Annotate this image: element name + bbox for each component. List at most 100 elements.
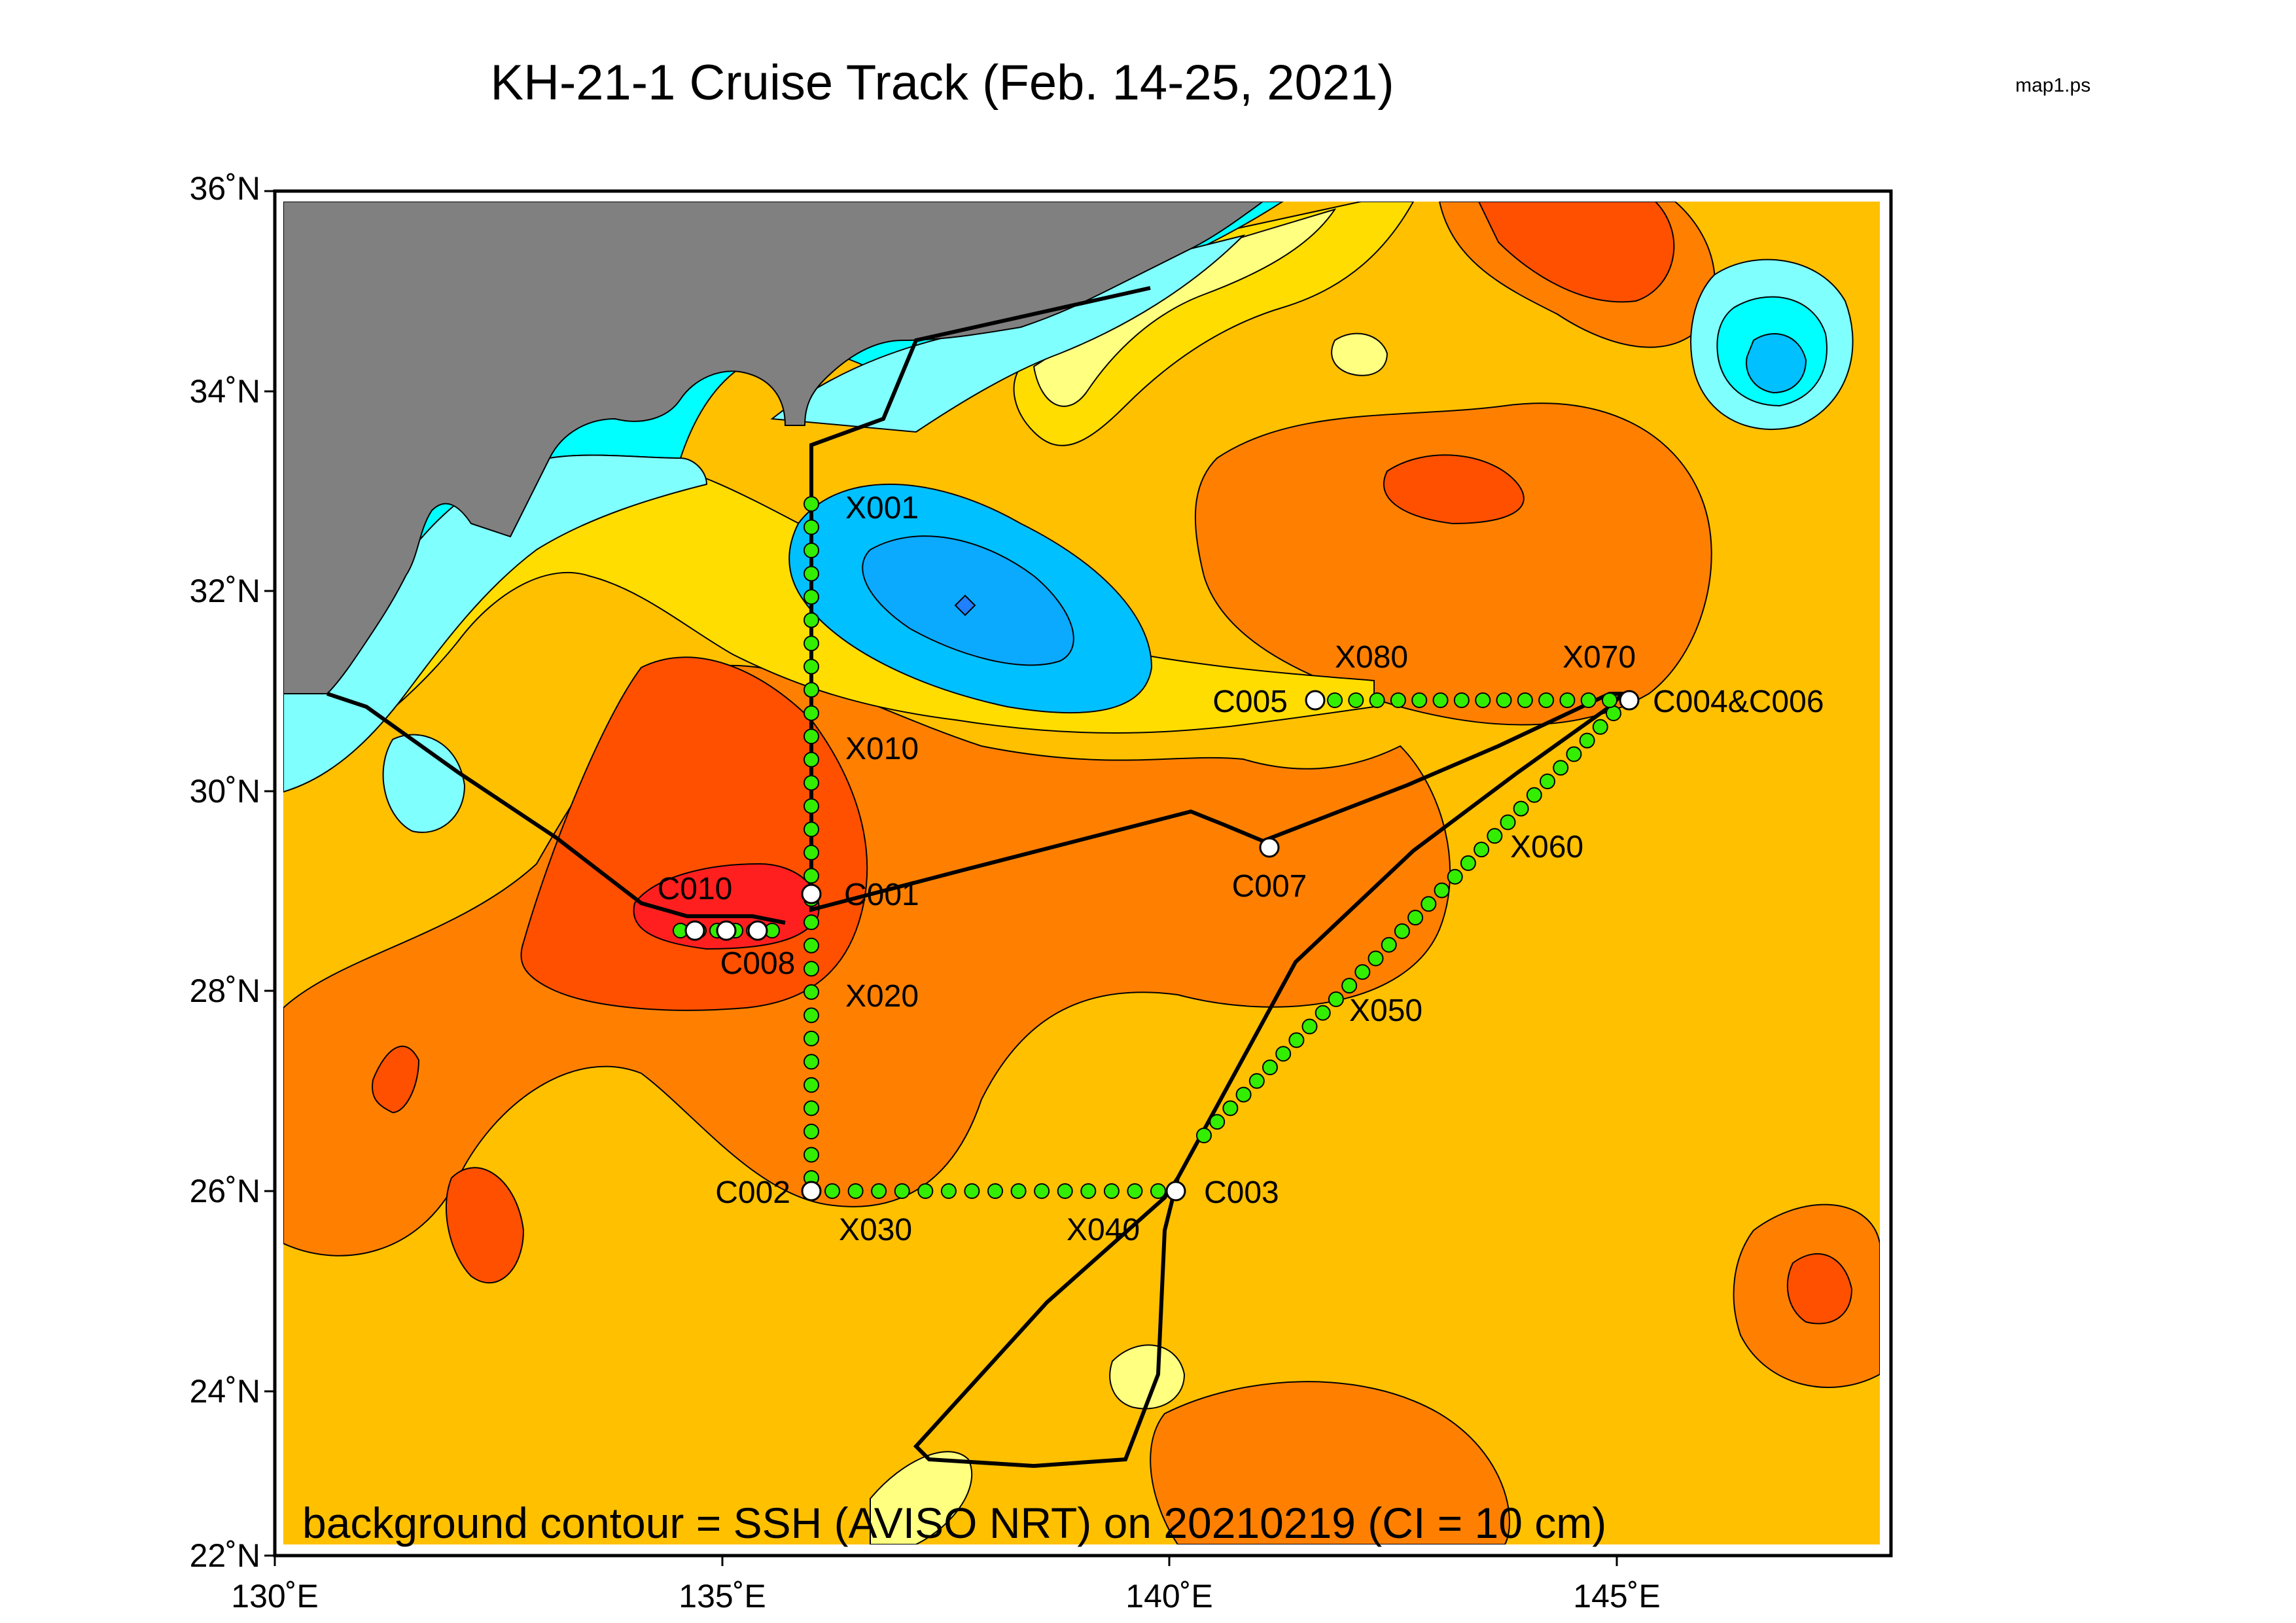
xctd-marker-diag-28	[1553, 760, 1569, 776]
xctd-marker-diag-23	[1487, 828, 1503, 844]
xctd-marker-e-12	[1559, 692, 1576, 708]
ctd-marker-c005	[1305, 690, 1326, 711]
xctd-marker-e-2	[1348, 692, 1364, 708]
xctd-marker-ns-8	[804, 658, 819, 675]
xctd-marker-diag-4	[1235, 1086, 1252, 1103]
xctd-marker-diag-3	[1222, 1100, 1239, 1116]
ssh-cold-eddy-center	[954, 594, 976, 616]
xctd-marker-ns-1	[804, 496, 819, 512]
label-x050: X050	[1349, 993, 1422, 1028]
xctd-marker-ns-16	[804, 844, 819, 861]
ssh-light-yellow-south	[1109, 1344, 1186, 1410]
ctd-marker-c008-b	[716, 920, 737, 941]
xctd-marker-diag-19	[1434, 882, 1450, 899]
map-frame	[273, 189, 1893, 1558]
xctd-marker-ns-27	[804, 1100, 819, 1116]
lat-label-34n: 34˚N	[190, 373, 260, 410]
xctd-marker-ns-4	[804, 565, 819, 582]
lat-label-24n: 24˚N	[190, 1373, 260, 1410]
xctd-marker-ns-7	[804, 635, 819, 652]
latitude-labels: 36˚N 34˚N 32˚N 30˚N 28˚N 26˚N 24˚N 22˚N	[190, 170, 260, 1574]
xctd-marker-diag-8	[1288, 1032, 1305, 1048]
ssh-light-yellow-sw	[870, 1451, 973, 1544]
file-label: map1.ps	[2015, 75, 2091, 96]
ssh-orange-south	[1150, 1381, 1510, 1544]
xctd-marker-s-6	[940, 1183, 957, 1199]
xctd-marker-diag-31	[1592, 719, 1608, 735]
xctd-marker-ns-19	[804, 914, 819, 931]
xctd-marker-ns-24	[804, 1030, 819, 1046]
xctd-marker-e-7	[1453, 692, 1470, 708]
station-labels: X001 X010 X020 X030 X040 X050 X060 X070 …	[658, 491, 1824, 1247]
xctd-marker-ns-2	[804, 519, 819, 535]
lon-label-130e: 130˚E	[231, 1578, 318, 1614]
xctd-marker-diag-22	[1474, 842, 1490, 858]
xctd-marker-diag-16	[1394, 923, 1410, 939]
ssh-dark-orange-sw	[445, 1167, 525, 1284]
xctd-marker-diag-7	[1275, 1046, 1292, 1062]
label-c010: C010	[658, 872, 733, 906]
xctd-marker-e-11	[1538, 692, 1555, 708]
xctd-marker-e-5	[1411, 692, 1428, 708]
xctd-marker-e-4	[1390, 692, 1406, 708]
ssh-caption: background contour = SSH (AVISO NRT) on …	[302, 1499, 1606, 1547]
xctd-marker-ns-20	[804, 937, 819, 954]
lat-label-22n: 22˚N	[190, 1537, 260, 1574]
label-x080: X080	[1335, 640, 1408, 675]
ctd-marker-c002	[801, 1181, 822, 1202]
xctd-marker-s-10	[1034, 1183, 1050, 1199]
xctd-marker-diag-26	[1526, 787, 1542, 803]
xctd-marker-s-13	[1103, 1183, 1120, 1199]
xctd-marker-s-2	[847, 1183, 864, 1199]
label-x020: X020	[845, 979, 919, 1014]
ctd-station-markers	[684, 690, 1640, 1202]
xctd-marker-diag-21	[1460, 855, 1476, 871]
xctd-marker-s-12	[1080, 1183, 1097, 1199]
xctd-marker-diag-9	[1301, 1018, 1318, 1035]
xctd-marker-s-4	[894, 1183, 910, 1199]
xctd-marker-s-3	[871, 1183, 887, 1199]
xctd-marker-diag-24	[1500, 814, 1516, 830]
longitude-labels: 130˚E 135˚E 140˚E 145˚E	[231, 1578, 1660, 1614]
ctd-marker-c001	[801, 883, 822, 904]
xctd-marker-ns-11	[804, 728, 819, 745]
label-c007: C007	[1232, 869, 1307, 904]
axis-ticks	[264, 190, 1618, 1566]
xctd-line-east	[1327, 692, 1617, 708]
xctd-marker-ns-12	[804, 751, 819, 768]
ctd-marker-c008	[747, 920, 768, 941]
xctd-marker-diag-20	[1447, 868, 1463, 885]
ssh-cyan-eddy-sw	[382, 734, 466, 833]
xctd-line-diagonal	[1196, 705, 1621, 1143]
ssh-dark-orange-ne	[1477, 202, 1675, 303]
xctd-marker-s-14	[1127, 1183, 1143, 1199]
xctd-marker-diag-6	[1262, 1060, 1278, 1075]
label-c004-c006: C004&C006	[1653, 685, 1824, 719]
label-c001: C001	[844, 878, 919, 912]
xctd-marker-s-11	[1057, 1183, 1073, 1199]
xctd-marker-ns-13	[804, 775, 819, 791]
lat-label-28n: 28˚N	[190, 972, 260, 1009]
map-title: KH-21-1 Cruise Track (Feb. 14-25, 2021)	[490, 55, 1394, 111]
xctd-marker-diag-1	[1196, 1128, 1212, 1143]
xctd-marker-ns-10	[804, 705, 819, 721]
xctd-marker-e-10	[1517, 692, 1533, 708]
xctd-marker-ns-26	[804, 1077, 819, 1093]
xctd-marker-diag-29	[1566, 746, 1582, 762]
label-c002: C002	[715, 1175, 790, 1210]
xctd-marker-s-5	[917, 1183, 934, 1199]
xctd-marker-diag-13	[1354, 964, 1371, 980]
xctd-marker-ns-25	[804, 1054, 819, 1070]
label-x010: X010	[845, 732, 919, 766]
label-x070: X070	[1563, 640, 1636, 675]
cruise-track	[327, 286, 1628, 1469]
lon-label-145e: 145˚E	[1573, 1578, 1660, 1614]
label-x040: X040	[1067, 1213, 1140, 1247]
xctd-marker-e-8	[1475, 692, 1491, 708]
xctd-marker-ns-6	[804, 612, 819, 628]
ssh-orange-east	[1194, 402, 1712, 726]
xctd-marker-ns-23	[804, 1007, 819, 1024]
lon-label-140e: 140˚E	[1125, 1578, 1212, 1614]
xctd-marker-e-1	[1327, 692, 1343, 708]
